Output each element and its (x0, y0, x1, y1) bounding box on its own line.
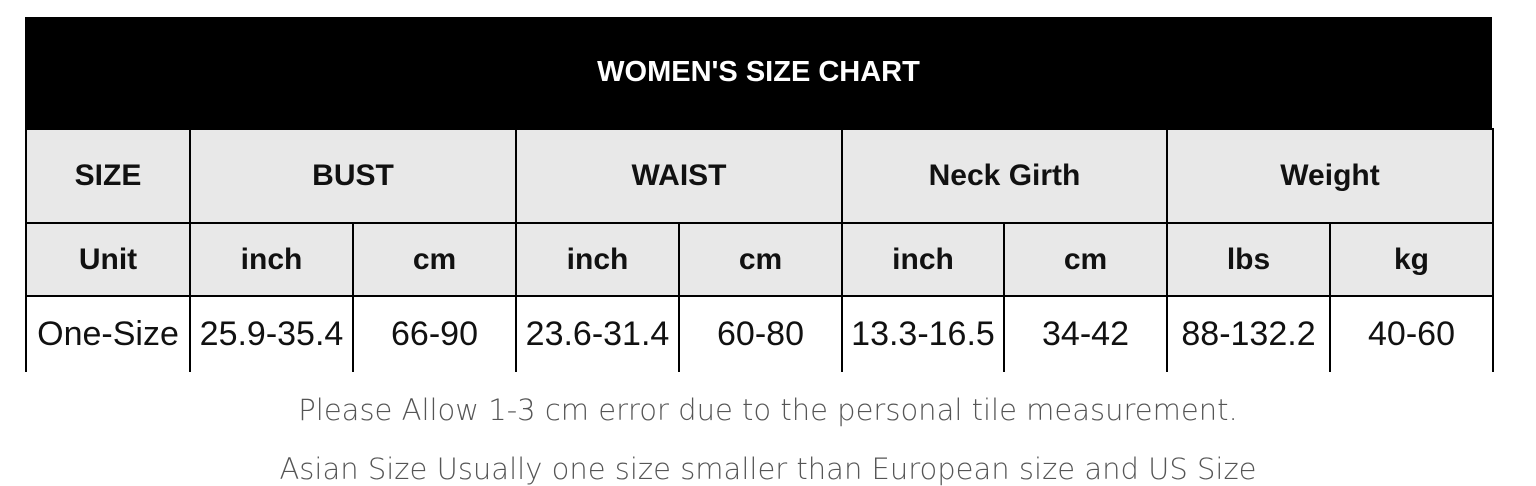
value-cell: 34-42 (1005, 295, 1168, 372)
size-table: SIZE BUST WAIST Neck Girth Weight Unit i… (25, 128, 1494, 372)
unit-cell: inch (517, 222, 680, 295)
chart-title: WOMEN'S SIZE CHART (25, 17, 1492, 128)
unit-cell: cm (354, 222, 517, 295)
header-weight: Weight (1168, 128, 1494, 222)
unit-cell: cm (1005, 222, 1168, 295)
value-cell: 60-80 (680, 295, 843, 372)
value-cell: 40-60 (1331, 295, 1494, 372)
measurement-note: Please Allow 1-3 cm error due to the per… (298, 393, 1238, 427)
value-cell: 66-90 (354, 295, 517, 372)
unit-cell: cm (680, 222, 843, 295)
value-cell: 88-132.2 (1168, 295, 1331, 372)
header-size: SIZE (27, 128, 191, 222)
value-cell: 13.3-16.5 (843, 295, 1005, 372)
asian-size-note: Asian Size Usually one size smaller than… (279, 452, 1257, 486)
unit-label: Unit (27, 222, 191, 295)
unit-cell: kg (1331, 222, 1494, 295)
unit-cell: lbs (1168, 222, 1331, 295)
header-bust: BUST (191, 128, 517, 222)
header-neck-girth: Neck Girth (843, 128, 1168, 222)
value-cell: 25.9-35.4 (191, 295, 354, 372)
value-cell: 23.6-31.4 (517, 295, 680, 372)
header-waist: WAIST (517, 128, 843, 222)
unit-cell: inch (191, 222, 354, 295)
size-cell: One-Size (27, 295, 191, 372)
unit-cell: inch (843, 222, 1005, 295)
